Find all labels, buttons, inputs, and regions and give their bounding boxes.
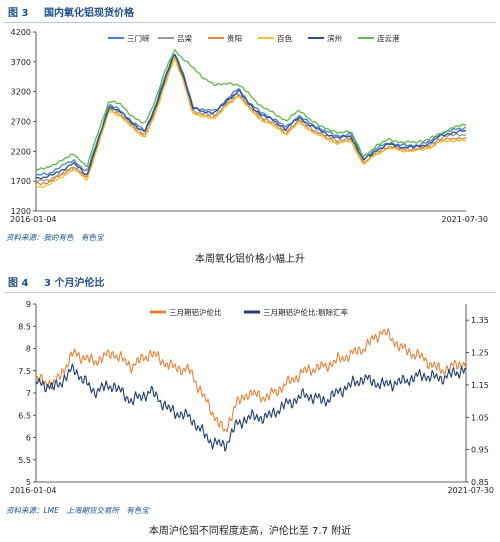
series-line-0 [35,53,467,176]
y-tick-label: 7.5 [18,367,31,376]
x-tick-label-start: 2016-01-04 [10,215,57,224]
series-line-2 [35,57,467,186]
y-tick-label: 9 [26,300,31,309]
legend-label: 三月期铝沪伦比:剔除汇率 [263,307,349,317]
figure-4-source: 资料来源：LME 上海期货交易所 有色宝 [6,506,149,515]
figure-3-caption: 本周氧化铝价格小幅上升 [195,254,305,265]
legend-label: 贵阳 [227,33,242,43]
legend-label: 吕梁 [177,34,192,43]
figure-4-caption: 本周沪伦铝不同程度走高，沪伦比至 7.7 附近 [148,526,352,537]
legend-label: 连云港 [377,33,400,43]
series-line-4 [35,54,467,180]
figure-3-header: 图 3 国内氧化铝现货价格 [4,2,496,23]
legend-label: 三月期铝沪伦比 [169,307,222,317]
alumina-price-chart: 1200 1700 2200 2700 3200 3700 4200 2016-01-04 20… [10,28,489,224]
legend-label: 滨州 [327,33,342,43]
figure-4-header: 图 4 3 个月沪伦比 [4,272,496,293]
figure-4-number: 图 4 [8,278,29,289]
figure-3-title: 国内氧化铝现货价格 [44,8,134,19]
y-tick-label: 5.5 [18,456,31,465]
series-line-5 [35,48,467,171]
shfe-lme-ratio-chart: 5 5.5 6 6.5 7 7.5 8 8.5 9 0.85 0.95 1.05 1.15 1.25 1.3… [10,300,495,495]
y-tick-label: 2700 [11,118,31,127]
y-tick-label: 1700 [11,177,31,186]
y-tick-label: 3200 [11,88,31,97]
series-line-1 [35,55,467,183]
series-line-0 [35,328,467,433]
y2-tick-label: 1.15 [471,381,489,390]
y-tick-label: 6.5 [18,411,31,420]
x-tick-label-end: 2021-07-30 [448,486,495,495]
y-tick-label: 1200 [11,207,31,216]
y-tick-label: 3700 [11,58,31,67]
y-tick-label: 6 [26,434,31,443]
y-tick-label: 8 [26,345,31,354]
legend-label: 三门峡 [127,33,150,43]
y2-tick-label: 0.95 [471,446,489,455]
figure-3-source: 资料来源：我的有色 有色宝 [6,233,104,242]
series-line-3 [35,57,467,189]
y2-tick-label: 1.05 [471,413,489,422]
y2-tick-label: 1.25 [471,349,489,358]
series-line-1 [35,363,467,452]
y-tick-label: 5 [26,478,31,487]
legend-label: 百色 [277,33,292,43]
y2-tick-label: 1.35 [471,316,489,325]
y-tick-label: 2200 [11,147,31,156]
y-tick-label: 7 [26,389,31,398]
figure-3-number: 图 3 [8,8,29,19]
x-tick-label-end: 2021-07-30 [442,215,489,224]
figure-4-title: 3 个月沪伦比 [44,278,105,289]
y-tick-label: 8.5 [18,322,31,331]
x-tick-label-start: 2016-01-04 [10,486,57,495]
y2-tick-label: 0.85 [471,478,489,487]
y-tick-label: 4200 [11,28,31,37]
